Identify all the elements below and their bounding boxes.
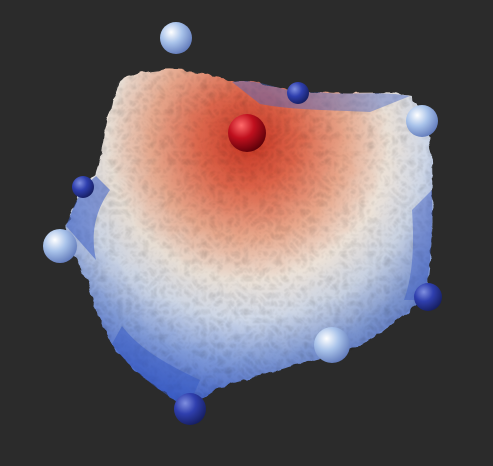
control-point-sphere[interactable] (174, 393, 206, 425)
control-point-sphere[interactable] (406, 105, 438, 137)
control-point-sphere[interactable] (314, 327, 350, 363)
peak-marker-sphere[interactable] (228, 114, 266, 152)
control-point-sphere[interactable] (72, 176, 94, 198)
control-point-sphere[interactable] (160, 22, 192, 54)
control-point-sphere[interactable] (287, 82, 309, 104)
control-point-sphere[interactable] (414, 283, 442, 311)
control-point-sphere[interactable] (43, 229, 77, 263)
